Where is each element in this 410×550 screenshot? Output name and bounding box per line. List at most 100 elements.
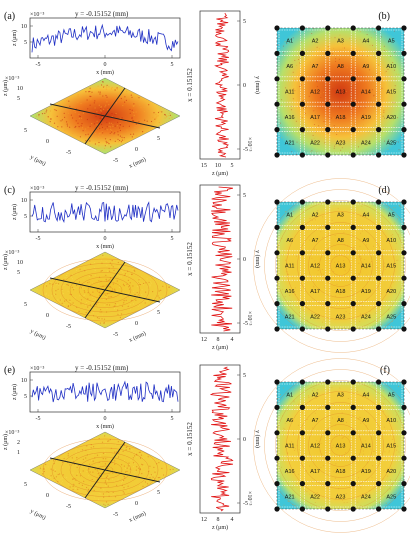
- surface-texture: [67, 290, 69, 292]
- surface-texture: [106, 121, 108, 123]
- grid-node-dot: [350, 404, 356, 410]
- surface-texture: [127, 293, 129, 295]
- map-texture: [366, 28, 368, 30]
- surface-texture: [136, 285, 138, 287]
- surface-texture: [122, 480, 124, 482]
- surface-texture: [164, 114, 166, 116]
- grid-cell-box: [380, 409, 403, 432]
- surface-texture: [107, 141, 109, 143]
- map-texture: [303, 107, 304, 109]
- map-texture: [305, 415, 307, 417]
- map-texture: [316, 249, 318, 251]
- map-texture: [306, 491, 308, 492]
- surface-texture: [68, 125, 70, 127]
- map-texture: [326, 494, 328, 496]
- surface-texture: [98, 464, 100, 466]
- map-texture: [383, 390, 385, 392]
- surface-texture: [71, 278, 74, 280]
- surface-texture: [148, 114, 150, 116]
- grid-cell-label: A19: [361, 115, 371, 121]
- surface-ring: [69, 272, 141, 308]
- map-texture: [383, 410, 384, 412]
- map-texture: [356, 391, 358, 393]
- grid-node-dot: [350, 326, 356, 332]
- surface-texture: [78, 482, 80, 485]
- map-texture: [395, 454, 397, 456]
- map-texture: [340, 149, 342, 151]
- grid-node-dot: [350, 152, 356, 158]
- grid-cell-label: A19: [361, 289, 371, 295]
- map-texture: [362, 450, 364, 452]
- surface-texture: [111, 501, 113, 503]
- map-texture: [333, 147, 335, 149]
- grid-node-dot: [274, 76, 280, 82]
- map-texture: [375, 391, 376, 393]
- grid-cell-label: A15: [386, 264, 396, 270]
- surface-texture: [81, 465, 84, 467]
- grid-cell-label: A19: [361, 469, 371, 475]
- surface-scale: ×10⁻³: [5, 250, 20, 256]
- profile-xlabel: z (μm): [212, 170, 228, 177]
- surface-texture: [61, 466, 63, 468]
- map-texture: [359, 313, 361, 315]
- surface-texture: [130, 459, 132, 461]
- surface-texture: [96, 454, 99, 456]
- grid-cell-box: [329, 459, 352, 482]
- map-texture: [391, 438, 393, 440]
- map-texture: [328, 470, 330, 471]
- profile-y-tick: 5: [243, 19, 246, 25]
- map-texture: [293, 433, 295, 435]
- map-texture: [277, 322, 279, 324]
- grid-node-dot: [299, 152, 305, 158]
- surface-texture: [108, 440, 110, 442]
- map-texture: [383, 403, 385, 405]
- grid-cell-box: [354, 29, 377, 52]
- surface-y-tick: -5: [66, 504, 71, 510]
- map-texture: [350, 151, 351, 153]
- profile-xlabel: z (μm): [212, 524, 228, 531]
- map-texture: [345, 493, 347, 495]
- map-texture: [400, 478, 402, 480]
- surface-texture: [47, 116, 49, 118]
- surface-y-tick: 5: [24, 482, 27, 488]
- map-texture: [341, 266, 343, 267]
- map-texture: [334, 235, 336, 236]
- map-texture: [296, 483, 298, 485]
- surface-texture: [107, 109, 109, 111]
- surface-x-tick: 0: [135, 321, 138, 327]
- grid-cell-label: A20: [386, 289, 396, 295]
- grid-node-dot: [401, 152, 407, 158]
- grid-cell-box: [380, 459, 403, 482]
- map-texture: [346, 502, 348, 503]
- surface-texture: [67, 305, 70, 307]
- map-texture: [335, 424, 337, 426]
- line-y-tick: 5: [24, 394, 27, 400]
- surface-texture: [119, 123, 121, 125]
- surface-texture: [98, 280, 100, 282]
- surface-texture: [132, 457, 134, 459]
- map-texture: [324, 142, 326, 144]
- grid-cell-label: A2: [312, 39, 319, 45]
- map-texture: [315, 291, 316, 293]
- map-texture: [280, 458, 282, 460]
- surface-texture: [102, 452, 105, 454]
- map-texture: [354, 138, 356, 140]
- map-texture: [342, 394, 344, 395]
- profile-y-tick: 0: [243, 257, 246, 263]
- line-plot-xlabel: x (mm): [96, 69, 114, 76]
- surface-texture: [99, 91, 101, 93]
- surface-texture: [129, 308, 131, 310]
- grid-node-dot: [299, 430, 305, 436]
- surface-texture: [64, 116, 66, 118]
- grid-cell-label: A3: [337, 393, 344, 399]
- grid-cell-label: A14: [361, 90, 371, 96]
- map-texture: [280, 99, 282, 101]
- surface-texture: [110, 122, 112, 124]
- grid-node-dot: [350, 199, 356, 205]
- surface-texture: [88, 91, 90, 93]
- map-texture: [285, 67, 287, 69]
- surface-texture: [103, 304, 105, 306]
- map-texture: [283, 427, 285, 429]
- map-texture: [299, 312, 300, 314]
